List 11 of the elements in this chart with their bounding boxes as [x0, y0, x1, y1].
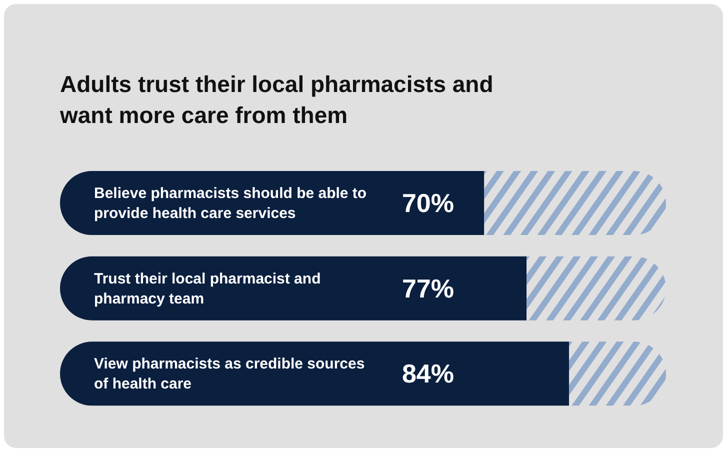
data-label: 70%: [402, 188, 454, 218]
data-label: 84%: [402, 358, 454, 389]
y-tick-label: View pharmacists as credible sources of health care: [94, 355, 365, 392]
bar: [484, 171, 666, 235]
bar: [60, 342, 570, 406]
bar: [60, 256, 527, 320]
y-tick-label: Believe pharmacists should be able to provide health care services: [94, 184, 367, 222]
bar: [526, 256, 666, 320]
y-tick-label: Trust their local pharmacist and pharmacy team: [94, 270, 321, 307]
data-label: 77%: [402, 273, 454, 304]
chart-title: Adults trust their local pharmacists and want more care from them: [60, 70, 494, 130]
